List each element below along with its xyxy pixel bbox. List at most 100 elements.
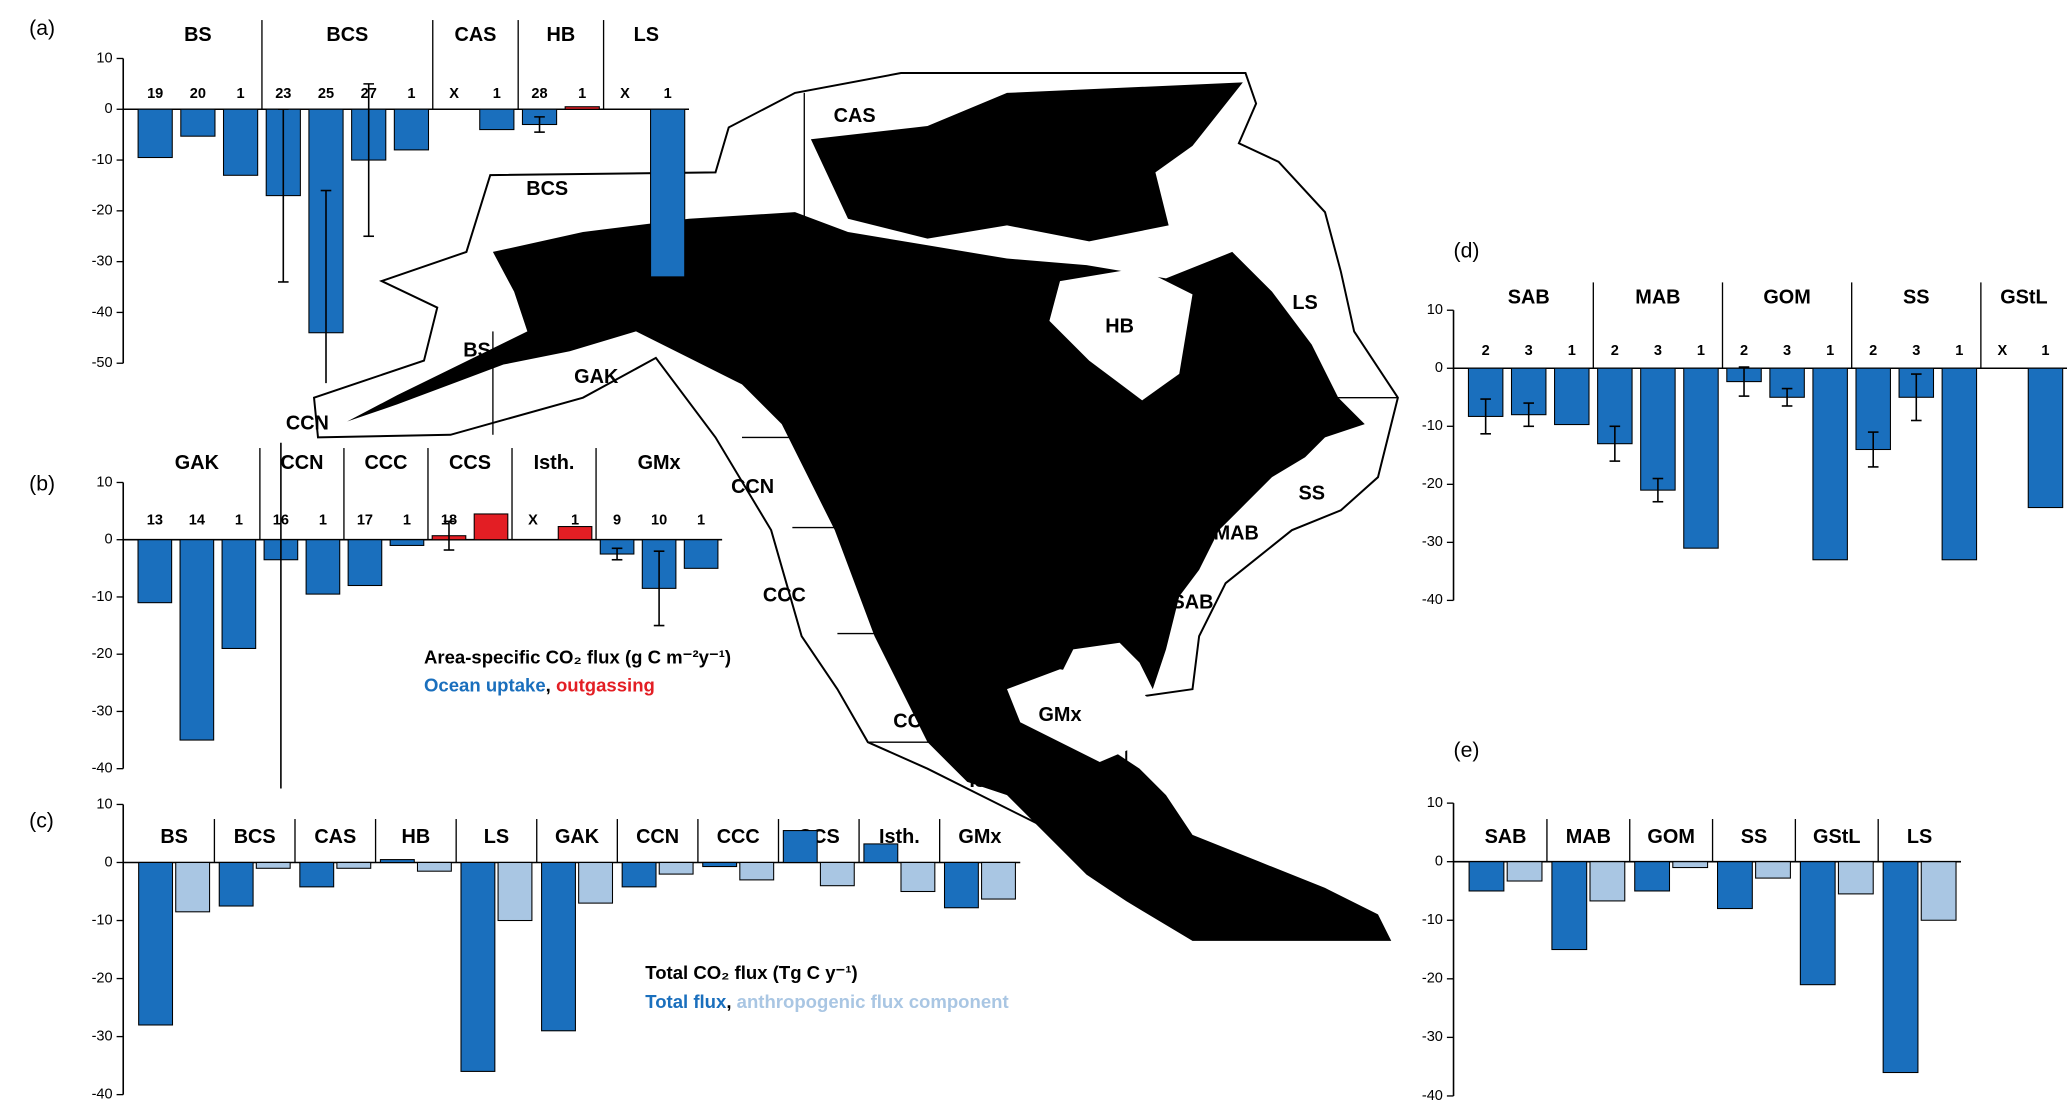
- group-label: BS: [184, 24, 212, 46]
- y-tick-label: 10: [96, 474, 112, 490]
- bar-count-label: 1: [1955, 343, 1963, 359]
- legend-title: Total CO₂ flux (Tg C y⁻¹): [645, 962, 857, 983]
- group-label: BCS: [326, 24, 368, 46]
- map-label: CCS: [893, 711, 935, 733]
- error-bar: [1609, 425, 1621, 462]
- group-label: SAB: [1508, 287, 1550, 309]
- y-tick-label: -20: [92, 203, 113, 219]
- bar: [683, 539, 719, 569]
- map-label: SS: [1298, 483, 1325, 505]
- bar: [1941, 367, 1978, 561]
- map-label: CCN: [286, 412, 329, 434]
- map-label: HB: [1105, 316, 1134, 338]
- bar: [137, 108, 173, 159]
- bar: [1812, 367, 1848, 561]
- category-label: LS: [1907, 826, 1932, 848]
- panel: (e) 10 0 -10 -20 -30 -40 SAB MAB GOM SS GStL LS: [1422, 739, 1961, 1104]
- y-tick-label: -10: [92, 152, 113, 168]
- bar-count-label: 3: [1654, 343, 1662, 359]
- bar-count-label: 2: [1482, 343, 1490, 359]
- bar-count-label: 2: [1611, 343, 1619, 359]
- bar-count-label: 1: [571, 513, 579, 529]
- bar-count-label: X: [1998, 343, 2008, 359]
- category-label: GMx: [958, 826, 1001, 848]
- category-label: Isth.: [879, 826, 920, 848]
- bar: [541, 861, 576, 1032]
- map-label: Isth.: [969, 770, 1010, 792]
- bar: [1589, 861, 1626, 902]
- bar: [863, 843, 899, 864]
- bar: [1634, 861, 1671, 892]
- group-label: Isth.: [534, 452, 575, 474]
- bar: [1551, 861, 1588, 951]
- bar: [299, 861, 335, 888]
- bar-count-label: 28: [531, 86, 547, 102]
- error-bar: [653, 550, 665, 627]
- legend-entry: Ocean uptake: [424, 674, 546, 695]
- legend-entries: Total flux, anthropogenic flux component: [645, 991, 1008, 1012]
- bar-count-label: 1: [1697, 343, 1705, 359]
- bar: [347, 539, 383, 587]
- y-tick-label: 10: [96, 796, 112, 812]
- bar: [981, 861, 1016, 900]
- map-label: GMx: [1038, 704, 1081, 726]
- map-label: SAB: [1172, 591, 1214, 613]
- bar: [782, 830, 818, 864]
- legend-entries: Ocean uptake, outgassing: [424, 674, 655, 695]
- y-tick-label: -40: [1422, 592, 1443, 608]
- map-label: GAK: [574, 366, 619, 388]
- bar-count-label: 1: [2041, 343, 2049, 359]
- error-bar: [1738, 366, 1750, 397]
- bar: [1554, 367, 1590, 426]
- y-tick-label: -20: [92, 646, 113, 662]
- bar: [557, 526, 593, 541]
- bar: [222, 108, 259, 176]
- bar: [255, 861, 291, 869]
- bar: [137, 539, 173, 604]
- error-bar: [363, 83, 375, 238]
- error-bar: [1523, 402, 1535, 428]
- bar: [479, 108, 515, 131]
- y-tick-label: -50: [92, 355, 113, 371]
- bar-count-label: 1: [493, 86, 501, 102]
- error-bar: [1910, 373, 1922, 422]
- bar-count-label: 3: [1525, 343, 1533, 359]
- bar: [138, 861, 174, 1026]
- y-tick-label: -40: [92, 1086, 113, 1102]
- map-label: GStL: [1255, 393, 1302, 415]
- group-label: CCS: [449, 452, 491, 474]
- bar: [578, 861, 614, 904]
- y-tick-label: -40: [92, 761, 113, 777]
- bar: [1920, 861, 1957, 921]
- bar-count-label: 14: [189, 513, 206, 529]
- bar-count-label: 2: [1869, 343, 1877, 359]
- bar: [175, 861, 211, 913]
- bar: [379, 859, 415, 864]
- bar-count-label: 25: [318, 86, 334, 102]
- category-label: GAK: [555, 826, 600, 848]
- map-label: BCS: [526, 178, 568, 200]
- category-label: BCS: [234, 826, 276, 848]
- error-bar: [1480, 398, 1491, 435]
- bar: [2027, 367, 2064, 509]
- y-tick-label: 10: [1427, 302, 1443, 318]
- legend-separator: ,: [546, 674, 551, 695]
- bar-count-label: 23: [275, 86, 291, 102]
- bar-count-label: 3: [1912, 343, 1920, 359]
- error-bar: [1652, 477, 1664, 503]
- category-label: MAB: [1566, 826, 1611, 848]
- bar: [819, 861, 855, 887]
- group-label: CCC: [364, 452, 407, 474]
- error-bar: [277, 108, 289, 283]
- y-tick-label: -10: [92, 589, 113, 605]
- landmass: [347, 212, 1392, 941]
- y-tick-label: 0: [1435, 854, 1443, 870]
- bar: [900, 861, 936, 893]
- bar: [658, 861, 694, 875]
- bar-count-label: 13: [147, 513, 163, 529]
- category-label: BS: [160, 826, 188, 848]
- y-tick-label: 10: [1427, 795, 1443, 811]
- category-label: LS: [484, 826, 509, 848]
- bar-count-label: 10: [651, 513, 667, 529]
